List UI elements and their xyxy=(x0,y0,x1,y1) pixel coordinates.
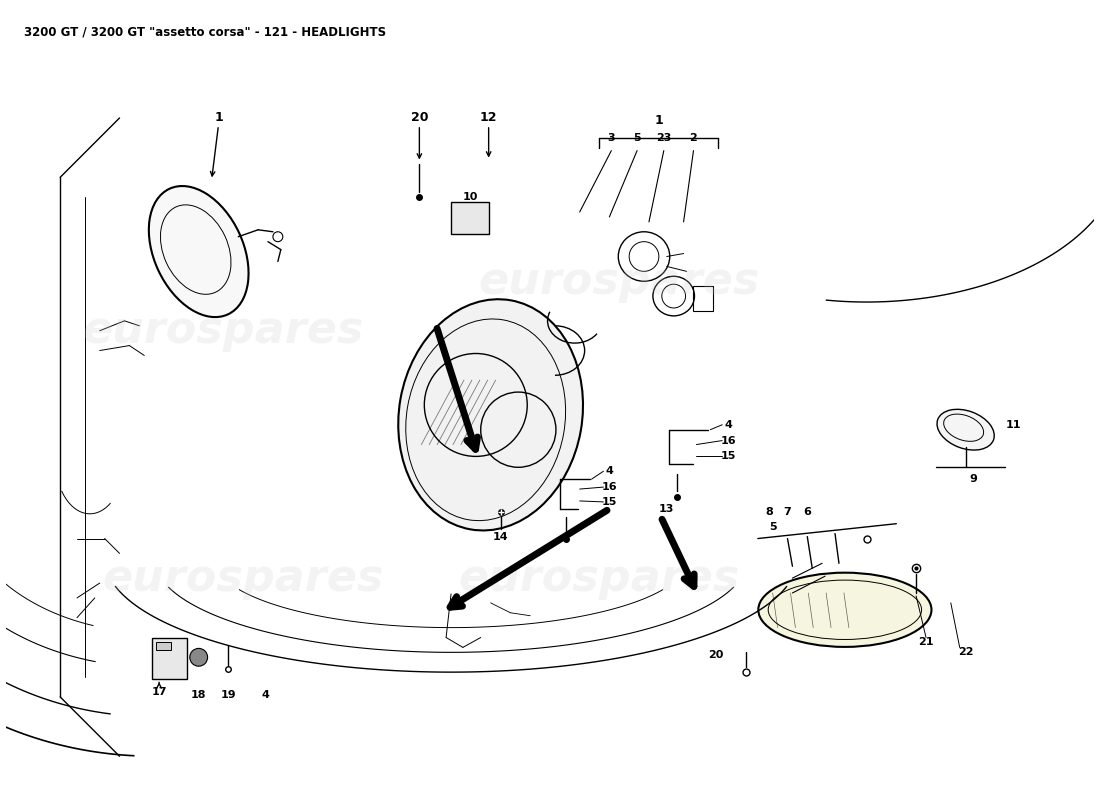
Text: 16: 16 xyxy=(602,482,617,492)
Text: 13: 13 xyxy=(659,504,674,514)
Text: 1: 1 xyxy=(214,111,223,125)
Text: 11: 11 xyxy=(1005,420,1021,430)
Text: 22: 22 xyxy=(958,647,974,658)
Text: 9: 9 xyxy=(969,474,978,484)
Bar xyxy=(693,286,713,311)
Text: 3: 3 xyxy=(607,133,615,142)
Text: eurospares: eurospares xyxy=(478,260,760,302)
Ellipse shape xyxy=(148,186,249,317)
Text: 17: 17 xyxy=(152,687,167,697)
Text: 4: 4 xyxy=(261,690,268,700)
Text: eurospares: eurospares xyxy=(459,557,740,600)
Text: 2: 2 xyxy=(690,133,697,142)
Text: 15: 15 xyxy=(602,497,617,507)
Text: 14: 14 xyxy=(493,531,508,542)
Bar xyxy=(451,202,488,234)
Text: eurospares: eurospares xyxy=(102,557,384,600)
Bar xyxy=(152,638,187,679)
Ellipse shape xyxy=(758,573,932,647)
Ellipse shape xyxy=(398,299,583,530)
Text: 1: 1 xyxy=(654,114,663,127)
Text: 20: 20 xyxy=(708,650,724,660)
Text: 18: 18 xyxy=(191,690,207,700)
Bar xyxy=(156,642,170,650)
Text: 21: 21 xyxy=(918,638,934,647)
Text: 8: 8 xyxy=(766,507,773,517)
Text: 4: 4 xyxy=(605,466,614,476)
Text: 7: 7 xyxy=(783,507,791,517)
Text: 20: 20 xyxy=(410,111,428,125)
Text: eurospares: eurospares xyxy=(82,310,364,352)
Text: 3200 GT / 3200 GT "assetto corsa" - 121 - HEADLIGHTS: 3200 GT / 3200 GT "assetto corsa" - 121 … xyxy=(23,26,386,38)
Text: 5: 5 xyxy=(634,133,641,142)
Text: 10: 10 xyxy=(463,192,478,202)
Text: 4: 4 xyxy=(724,420,733,430)
Text: 12: 12 xyxy=(480,111,497,125)
Circle shape xyxy=(190,648,208,666)
Text: 6: 6 xyxy=(803,507,811,517)
Ellipse shape xyxy=(937,410,994,450)
Text: 16: 16 xyxy=(720,435,736,446)
Text: 15: 15 xyxy=(720,451,736,462)
Text: 5: 5 xyxy=(769,522,777,532)
Text: 19: 19 xyxy=(221,690,236,700)
Text: 23: 23 xyxy=(656,133,671,142)
